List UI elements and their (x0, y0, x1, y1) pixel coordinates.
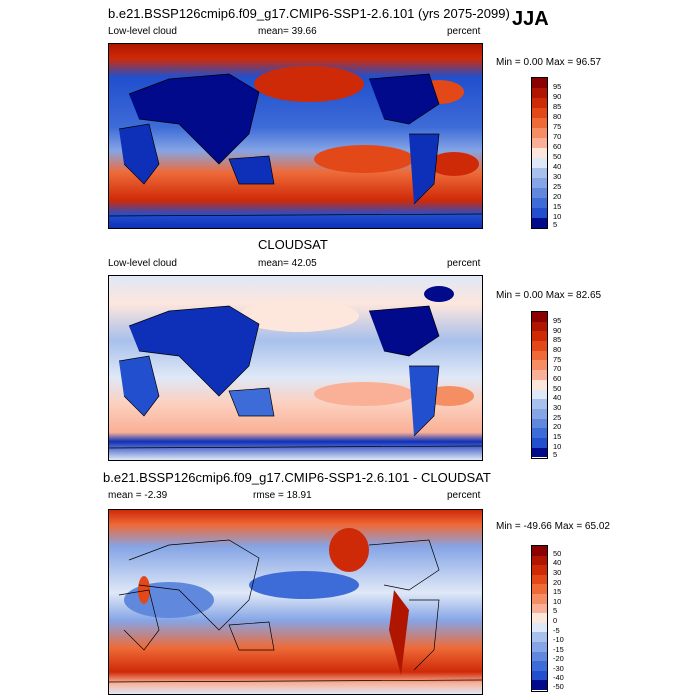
colorbar-tick: 25 (553, 182, 562, 191)
colorbar-tick: -50 (553, 682, 564, 691)
colorbar-tick: 40 (553, 558, 562, 567)
colorbar-tick: -10 (553, 635, 564, 644)
units-label: percent (447, 26, 481, 37)
panel-title: b.e21.BSSP126cmip6.f09_g17.CMIP6-SSP1-2.… (103, 470, 491, 485)
colorbar-obs (531, 311, 548, 459)
colorbar-tick: -30 (553, 664, 564, 673)
colorbar-tick: 50 (553, 152, 562, 161)
map-model (108, 43, 483, 229)
colorbar-tick: -40 (553, 673, 564, 682)
variable-label: Low-level cloud (108, 258, 177, 269)
minmax-label: Min = -49.66 Max = 65.02 (496, 521, 610, 532)
colorbar-tick: 15 (553, 432, 562, 441)
colorbar-tick: 85 (553, 335, 562, 344)
colorbar-model (531, 77, 548, 229)
colorbar-tick: 95 (553, 316, 562, 325)
colorbar-tick: 15 (553, 587, 562, 596)
rmse-label: rmse = 18.91 (253, 490, 312, 501)
minmax-label: Min = 0.00 Max = 96.57 (496, 57, 602, 68)
colorbar-tick: 25 (553, 413, 562, 422)
units-label: percent (447, 258, 481, 269)
colorbar-tick: 10 (553, 597, 562, 606)
variable-label: Low-level cloud (108, 26, 177, 37)
colorbar-tick: 30 (553, 403, 562, 412)
colorbar-tick: 40 (553, 393, 562, 402)
mean-label: mean= 42.05 (258, 258, 317, 269)
map-obs (108, 275, 483, 461)
colorbar-tick: 20 (553, 578, 562, 587)
units-label: percent (447, 490, 481, 501)
colorbar-tick: 70 (553, 132, 562, 141)
colorbar-tick: 50 (553, 549, 562, 558)
colorbar-tick: 5 (553, 606, 558, 615)
colorbar-tick: -20 (553, 654, 564, 663)
panel-title: b.e21.BSSP126cmip6.f09_g17.CMIP6-SSP1-2.… (108, 6, 510, 21)
colorbar-tick: 90 (553, 92, 562, 101)
colorbar-tick: 40 (553, 162, 562, 171)
colorbar-tick: -15 (553, 645, 564, 654)
minmax-label: Min = 0.00 Max = 82.65 (496, 290, 602, 301)
colorbar-tick: 70 (553, 364, 562, 373)
colorbar-tick: -5 (553, 626, 560, 635)
colorbar-tick: 95 (553, 82, 562, 91)
colorbar-tick: 0 (553, 616, 558, 625)
colorbar-tick: 80 (553, 345, 562, 354)
colorbar-tick: 75 (553, 355, 562, 364)
colorbar-tick: 15 (553, 202, 562, 211)
colorbar-tick: 5 (553, 220, 558, 229)
mean-label: mean = -2.39 (108, 490, 168, 501)
colorbar-tick: 60 (553, 374, 562, 383)
colorbar-tick: 85 (553, 102, 562, 111)
colorbar-tick: 30 (553, 172, 562, 181)
colorbar-tick: 10 (553, 212, 562, 221)
colorbar-tick: 20 (553, 192, 562, 201)
mean-label: mean= 39.66 (258, 26, 317, 37)
colorbar-tick: 10 (553, 442, 562, 451)
colorbar-tick: 5 (553, 450, 558, 459)
colorbar-tick: 90 (553, 326, 562, 335)
colorbar-tick: 50 (553, 384, 562, 393)
colorbar-tick: 20 (553, 422, 562, 431)
map-diff (108, 509, 483, 695)
colorbar-tick: 75 (553, 122, 562, 131)
panel-title: CLOUDSAT (258, 237, 328, 252)
colorbar-tick: 30 (553, 568, 562, 577)
colorbar-diff (531, 545, 548, 692)
season-label: JJA (512, 8, 549, 30)
colorbar-tick: 80 (553, 112, 562, 121)
colorbar-tick: 60 (553, 142, 562, 151)
